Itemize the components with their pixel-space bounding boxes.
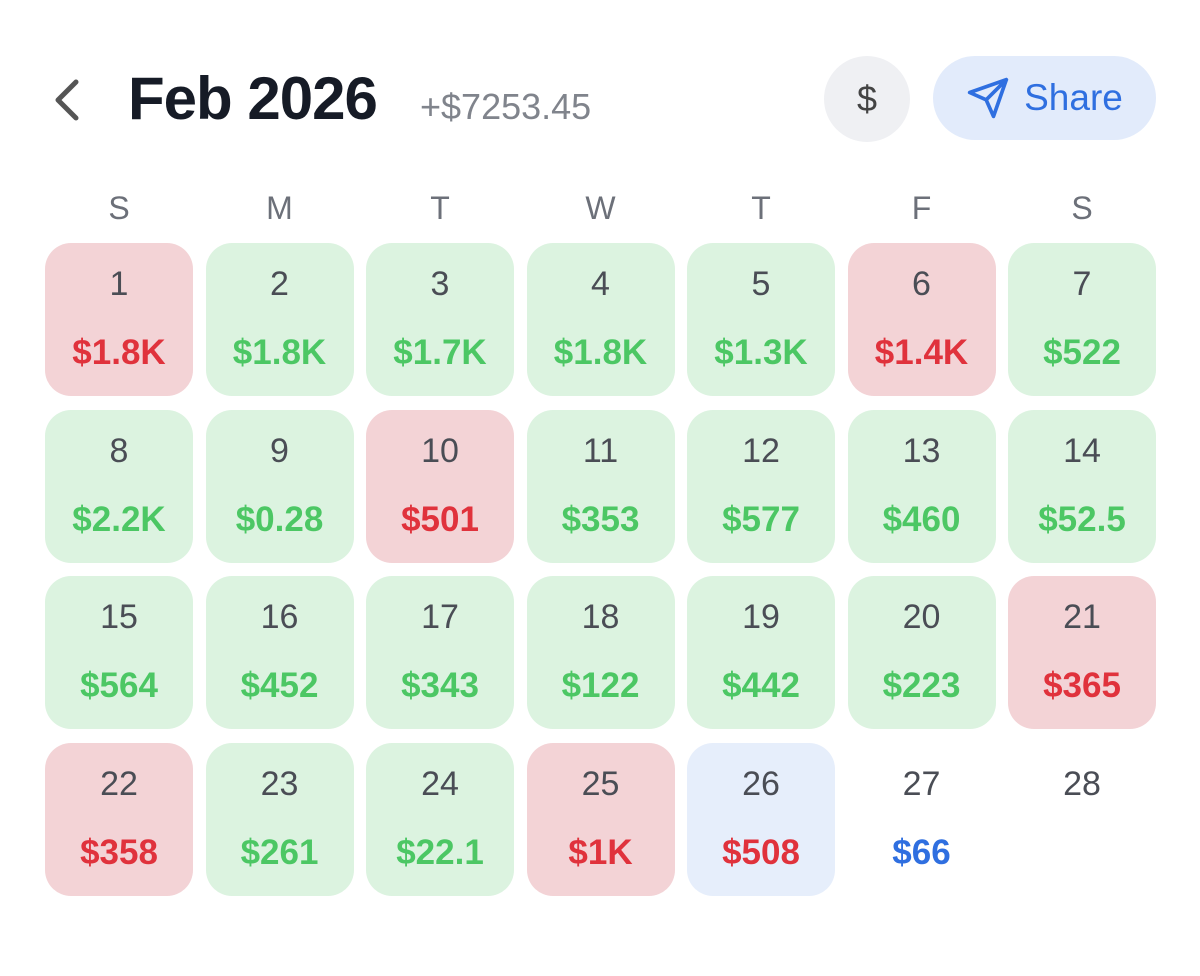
day-amount: $1.3K [714,333,808,372]
day-number: 13 [902,431,941,470]
day-cell[interactable]: 20 $223 [847,576,996,730]
day-amount: $1K [568,833,633,873]
day-number: 27 [902,765,941,804]
day-cell[interactable]: 24 $22.1 [366,743,514,897]
day-amount: $365 [1043,666,1121,706]
day-number: 25 [581,765,620,804]
day-number: 23 [260,765,299,804]
day-amount: $564 [80,666,158,706]
weekday-label: T [430,190,450,226]
day-amount: $577 [722,499,800,539]
day-cell[interactable]: 19 $442 [687,576,835,730]
day-cell[interactable]: 9 $0.28 [205,409,354,563]
weekday-label: S [108,190,130,226]
day-number: 26 [742,765,780,804]
day-amount: $52.5 [1038,499,1126,539]
day-number: 10 [421,431,459,470]
day-cell[interactable]: 15 $564 [45,576,193,730]
day-cell[interactable]: 10 $501 [366,409,514,563]
day-amount: $122 [561,666,640,706]
day-amount: $508 [722,833,800,873]
weekday-label: M [266,190,293,226]
back-button[interactable] [48,76,84,124]
day-number: 2 [270,265,289,303]
day-cell[interactable]: 6 $1.4K [847,243,996,396]
day-amount: $66 [892,833,951,873]
day-cell[interactable]: 16 $452 [205,576,354,730]
day-number: 20 [902,598,941,637]
day-amount: $343 [401,666,479,706]
day-amount: $0.28 [235,499,324,539]
day-amount: $353 [561,499,640,539]
day-number: 22 [100,765,138,804]
day-cell[interactable]: 25 $1K [526,743,675,897]
day-number: 4 [591,265,610,303]
share-icon [967,77,1009,119]
day-cell[interactable]: 2 $1.8K [205,243,354,396]
day-amount: $1.8K [72,333,166,372]
day-number: 7 [1072,265,1092,303]
day-cell[interactable]: 3 $1.7K [366,243,514,396]
day-cell[interactable]: 8 $2.2K [45,409,193,563]
share-button[interactable]: Share [933,56,1156,140]
day-amount: $2.2K [72,499,166,539]
day-number: 9 [270,431,289,470]
day-amount: $1.4K [874,333,969,372]
day-cell[interactable]: 1 $1.8K [45,243,193,396]
day-amount: $1.7K [393,333,487,372]
day-number: 3 [430,265,450,303]
day-number: 5 [751,265,771,303]
day-number: 28 [1063,765,1101,804]
weekday-label: F [911,190,932,226]
weekday-label: S [1071,190,1093,226]
day-amount: $261 [240,833,319,873]
day-amount: $22.1 [396,833,484,873]
month-total: +$7253.45 [420,86,592,127]
day-cell[interactable]: 4 $1.8K [526,243,675,396]
day-cell[interactable]: 26 $508 [687,743,835,897]
day-cell[interactable]: 23 $261 [205,743,354,897]
currency-button[interactable]: $ [824,56,910,142]
day-number: 1 [109,265,129,303]
weekday-label: W [585,190,616,226]
day-number: 8 [109,431,129,470]
day-amount: $522 [1043,333,1121,372]
month-title: Feb 2026 [128,65,378,132]
day-number: 6 [912,265,931,303]
share-label: Share [1024,77,1123,118]
day-cell[interactable]: 5 $1.3K [687,243,835,396]
day-number: 17 [421,598,459,637]
day-cell[interactable]: 27 $66 [848,743,996,896]
day-cell[interactable]: 14 $52.5 [1008,409,1156,563]
day-number: 21 [1063,598,1101,637]
day-number: 11 [582,431,619,470]
day-cell[interactable]: 21 $365 [1008,576,1156,730]
day-cell[interactable]: 28 [1008,743,1156,896]
day-amount: $223 [882,666,961,706]
day-number: 12 [742,431,780,470]
day-number: 16 [260,598,299,637]
day-cell[interactable]: 11 $353 [526,409,675,563]
day-amount: $501 [401,499,479,539]
day-number: 14 [1063,431,1101,470]
day-amount: $442 [722,666,800,706]
day-cell[interactable]: 17 $343 [366,576,514,730]
day-cell[interactable]: 22 $358 [45,743,193,897]
day-amount: $452 [240,666,319,706]
day-cell[interactable]: 13 $460 [847,409,996,563]
day-cell[interactable]: 12 $577 [687,409,835,563]
day-number: 18 [581,598,620,637]
day-amount: $1.8K [553,333,648,372]
day-cell[interactable]: 18 $122 [526,576,675,730]
day-cell[interactable]: 7 $522 [1008,243,1156,396]
day-number: 24 [421,765,459,804]
day-number: 19 [742,598,780,637]
day-amount: $1.8K [232,333,327,372]
day-amount: $358 [80,833,158,873]
weekday-label: T [751,190,771,226]
currency-label: $ [856,78,878,119]
day-number: 15 [100,598,138,637]
day-amount: $460 [882,499,961,539]
